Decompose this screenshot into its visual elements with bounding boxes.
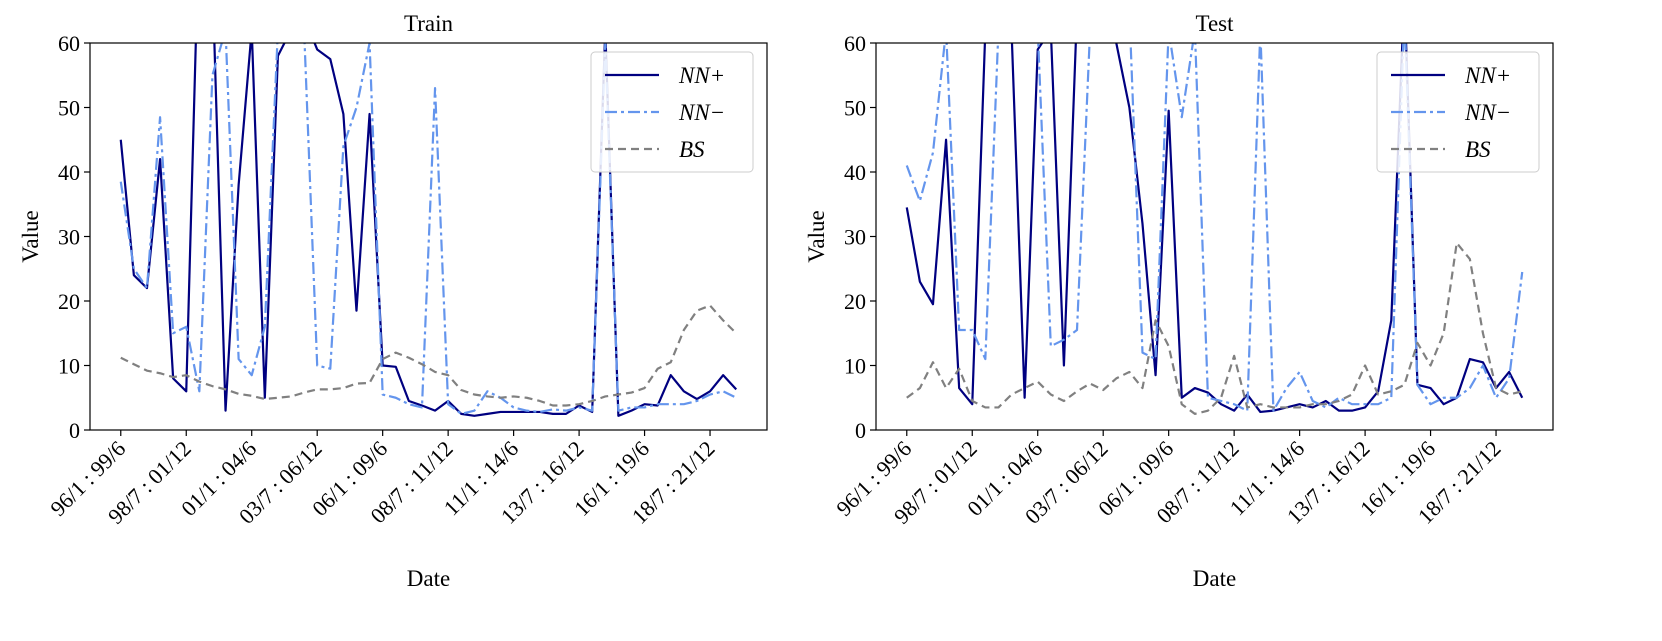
axes-frame xyxy=(89,42,768,431)
plot-area xyxy=(905,43,1524,415)
series-line xyxy=(119,43,737,415)
legend-label: NN− xyxy=(678,100,725,125)
y-tick-label: 0 xyxy=(855,418,866,443)
x-axis-label: Date xyxy=(407,566,450,591)
y-tick-label: 50 xyxy=(844,96,866,121)
series-line xyxy=(906,241,1523,415)
subplot-title: Test xyxy=(1196,11,1235,36)
legend-label: BS xyxy=(679,137,705,162)
y-tick-label: 10 xyxy=(58,354,80,379)
y-tick-label: 20 xyxy=(844,289,866,314)
legend-label: NN+ xyxy=(678,63,725,88)
legend-box xyxy=(1376,51,1540,173)
series-line xyxy=(119,43,738,417)
y-axis-label: Value xyxy=(18,210,43,262)
y-tick-label: 40 xyxy=(844,160,866,185)
series-line xyxy=(905,43,1524,412)
y-axis-label: Value xyxy=(804,210,829,262)
y-tick-label: 60 xyxy=(58,31,80,56)
legend-label: BS xyxy=(1465,137,1491,162)
y-tick-label: 20 xyxy=(58,289,80,314)
y-tick-label: 0 xyxy=(69,418,80,443)
y-tick-label: 50 xyxy=(58,96,80,121)
legend-box xyxy=(590,51,754,173)
y-tick-label: 30 xyxy=(58,225,80,250)
subplot-title: Train xyxy=(404,11,453,36)
y-tick-label: 30 xyxy=(844,225,866,250)
x-axis-label: Date xyxy=(1193,566,1236,591)
y-tick-label: 40 xyxy=(58,160,80,185)
series-line xyxy=(120,304,738,407)
y-tick-label: 60 xyxy=(844,31,866,56)
plot-area xyxy=(119,43,738,417)
axes-frame xyxy=(875,42,1554,431)
legend-label: NN− xyxy=(1464,100,1511,125)
y-tick-label: 10 xyxy=(844,354,866,379)
legend-label: NN+ xyxy=(1464,63,1511,88)
